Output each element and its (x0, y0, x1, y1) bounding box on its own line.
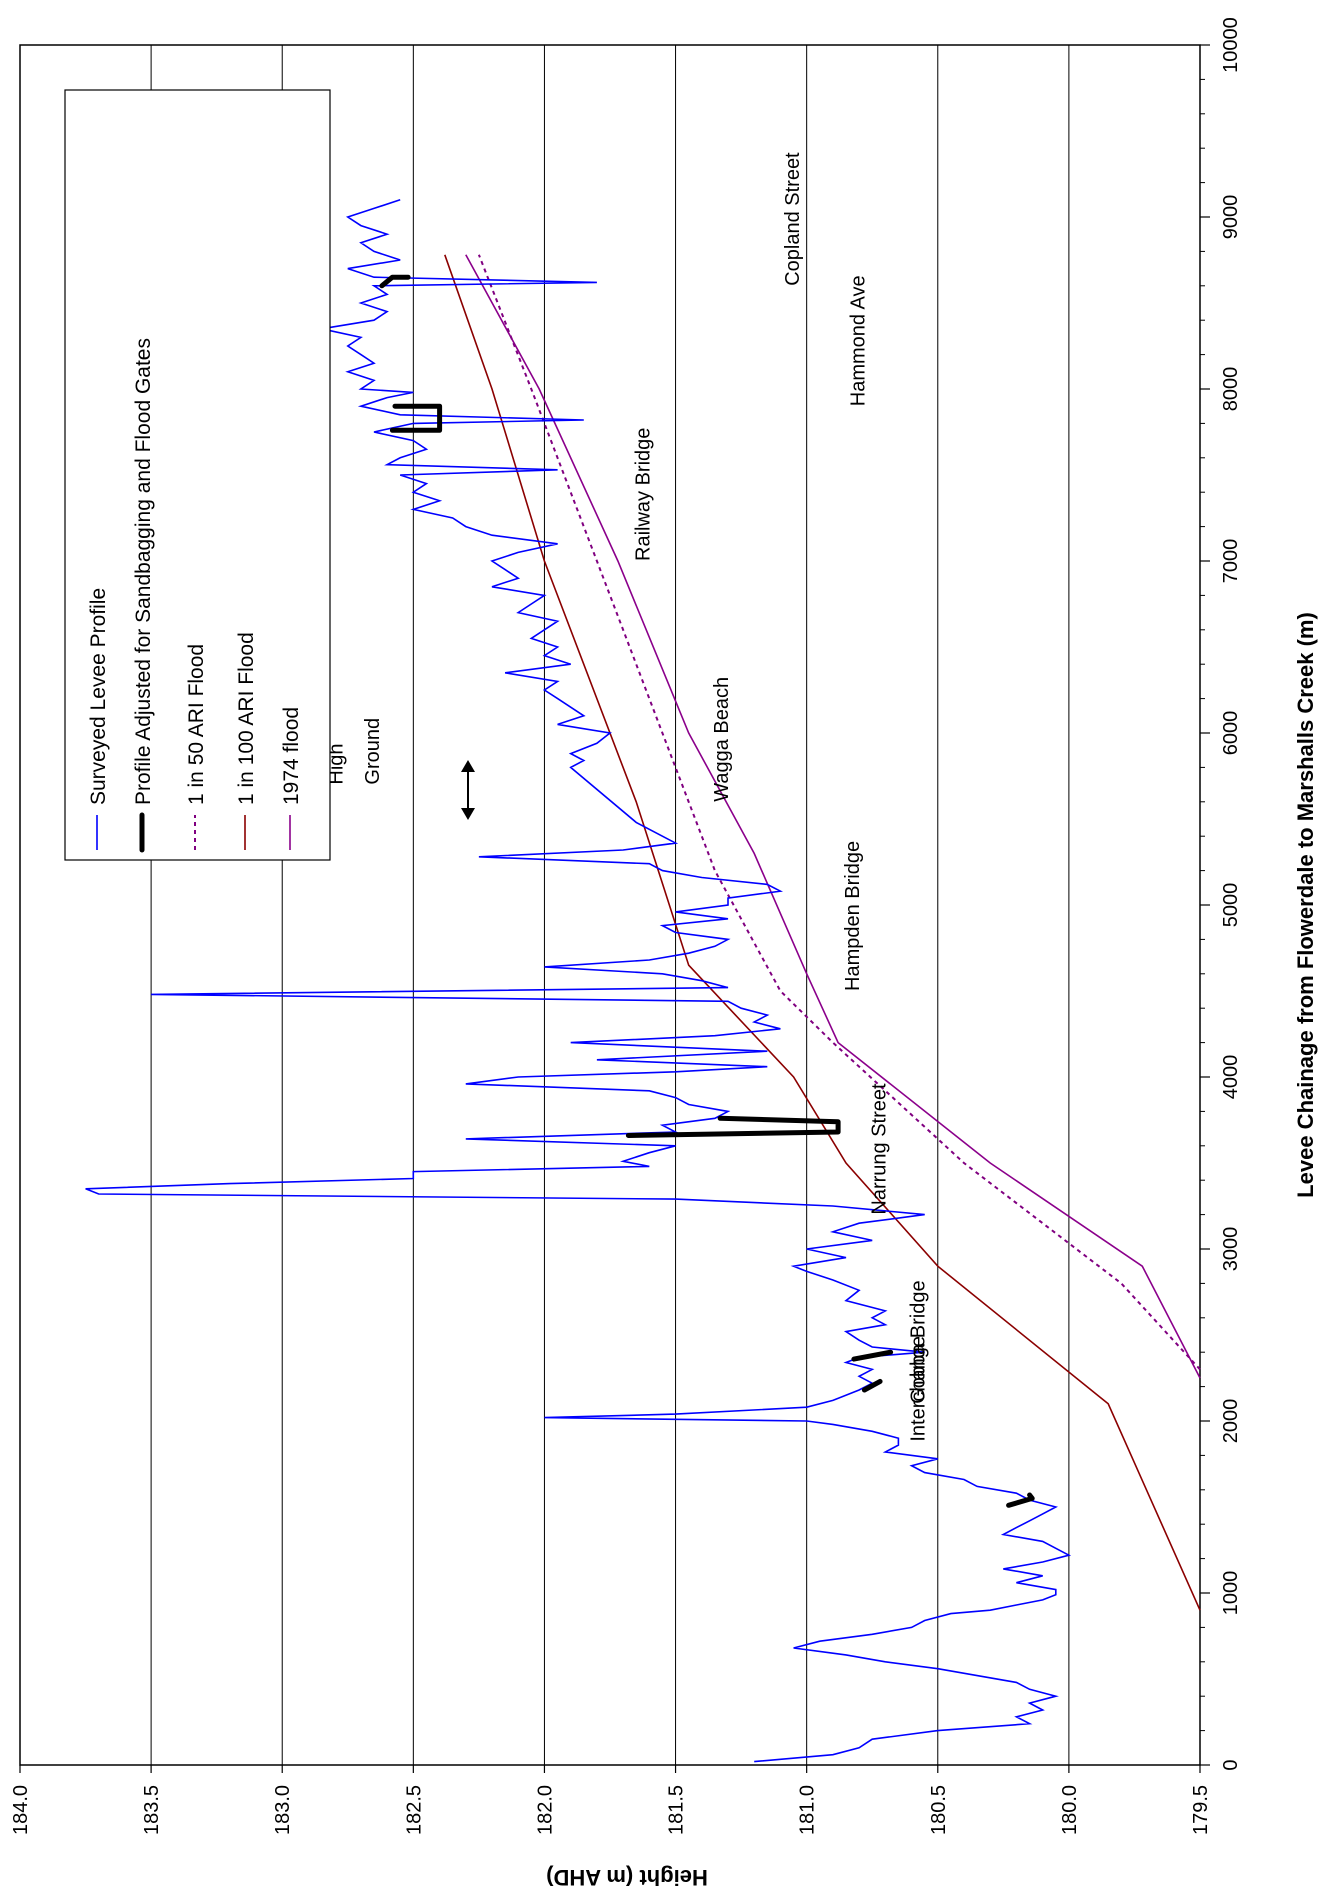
y-axis-title: Height (m AHD) (546, 1865, 708, 1890)
x-tick-label: 9000 (1220, 195, 1242, 240)
y-tick-label: 182.0 (534, 1785, 556, 1835)
x-tick-label: 10000 (1220, 17, 1242, 73)
annotation-hammond-ave: Hammond Ave (847, 275, 869, 406)
x-tick-label: 4000 (1220, 1055, 1242, 1100)
x-tick-label: 3000 (1220, 1227, 1242, 1272)
x-tick-label: 1000 (1220, 1571, 1242, 1616)
y-tick-label: 183.5 (141, 1785, 163, 1835)
high-ground-arrow (461, 760, 475, 820)
annotation-ground: Ground (362, 718, 384, 785)
series-line-1-in-100-ari-flood (444, 254, 1201, 1611)
series-line-1974-flood (465, 254, 1201, 1379)
gridlines (150, 45, 1070, 1765)
y-tick-label: 179.5 (1190, 1785, 1212, 1835)
annotation-wagga-beach: Wagga Beach (711, 677, 733, 802)
series-line-surveyed-levee-profile (85, 199, 1072, 1763)
series-line-profile-adjusted-for-sandbagging-and-flood-gates-segment (389, 403, 443, 433)
x-tick-label: 2000 (1220, 1399, 1242, 1444)
series-line-profile-adjusted-for-sandbagging-and-flood-gates-segment (861, 1378, 883, 1393)
y-tick-label: 181.0 (797, 1785, 819, 1835)
legend: Surveyed Levee Profile Profile Adjusted f… (64, 89, 331, 861)
axes: 179.5 180.0 180.5 181.0 181.5 182.0 182.5 183.0… (10, 17, 1242, 1835)
annotation-copland-street: Copland Street (782, 152, 804, 286)
y-tick-label: 182.5 (403, 1785, 425, 1835)
y-tick-label: 183.0 (272, 1785, 294, 1835)
legend-label-1-in-50-ari-flood: 1 in 50 ARI Flood (185, 644, 208, 805)
annotations: Copland Street Hammond Ave Railway Bridge W… (326, 152, 930, 1442)
x-tick-label: 5000 (1220, 883, 1242, 928)
x-tick-label: 8000 (1220, 367, 1242, 412)
annotation-high: High (326, 743, 348, 784)
series-layer (85, 199, 1201, 1763)
y-tick-label: 184.0 (10, 1785, 32, 1835)
annotation-hampden-bridge: Hampden Bridge (842, 841, 864, 991)
legend-label-profile-adjusted-for-sandbagging-and-flood-gates: Profile Adjusted for Sandbagging and Flo… (132, 338, 155, 805)
series-line-profile-adjusted-for-sandbagging-and-flood-gates-segment (625, 1115, 841, 1138)
legend-box (64, 89, 331, 861)
x-tick-label: 7000 (1220, 539, 1242, 584)
annotation-railway-bridge: Railway Bridge (632, 428, 654, 561)
series-line-1-in-50-ari-flood (477, 254, 1201, 1371)
series-line-profile-adjusted-for-sandbagging-and-flood-gates-segment (1006, 1492, 1035, 1508)
x-tick-label: 6000 (1220, 711, 1242, 756)
y-tick-label: 180.5 (928, 1785, 950, 1835)
annotation-interchange: Interchange (908, 1336, 930, 1442)
series-line-profile-adjusted-for-sandbagging-and-flood-gates-segment (851, 1349, 894, 1362)
y-tick-label: 181.5 (666, 1785, 688, 1835)
x-axis-title: Levee Chainage from Flowerdale to Marsha… (1293, 612, 1318, 1198)
legend-label-surveyed-levee-profile: Surveyed Levee Profile (87, 588, 110, 805)
annotation-narrung-street: Narrung Street (868, 1083, 890, 1215)
legend-label-1974-flood: 1974 flood (280, 707, 303, 805)
legend-label-1-in-100-ari-flood: 1 in 100 ARI Flood (235, 632, 258, 805)
series-line-profile-adjusted-for-sandbagging-and-flood-gates-segment (379, 274, 411, 289)
annotation-gobba-bridge: Gobba Bridge (908, 1280, 930, 1403)
x-tick-label: 0 (1220, 1759, 1242, 1770)
y-tick-label: 180.0 (1059, 1785, 1081, 1835)
